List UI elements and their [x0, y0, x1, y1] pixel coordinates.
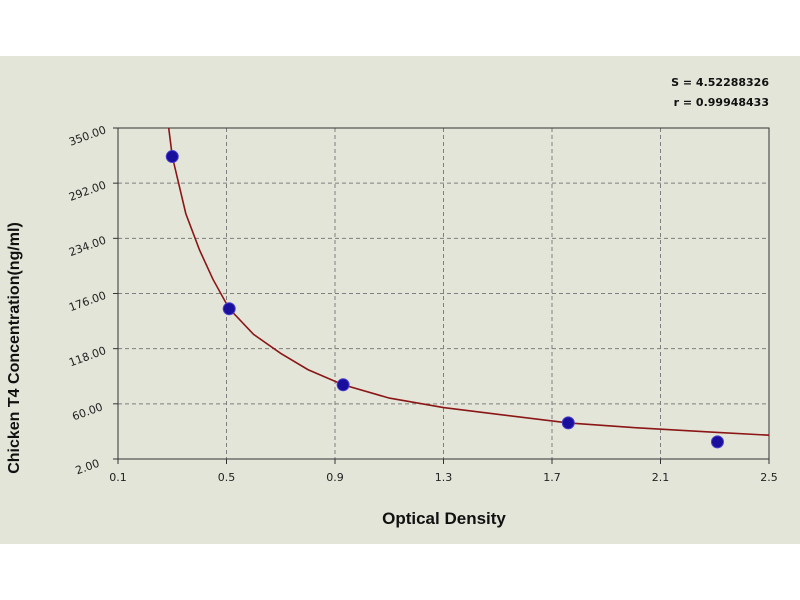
x-tick-label: 1.3	[435, 471, 453, 484]
y-tick-label: 292.00	[67, 178, 108, 203]
data-point	[165, 150, 179, 164]
x-tick-label: 1.7	[543, 471, 561, 484]
x-axis-ticks: 0.1 0.5 0.9 1.3 1.7 2.1 2.5	[109, 459, 778, 484]
y-tick-label: 350.00	[67, 123, 108, 148]
y-tick-label: 234.00	[67, 234, 108, 259]
y-axis-title: Chicken T4 Concentration(ng/ml)	[6, 222, 23, 474]
y-tick-label: 60.00	[70, 400, 104, 423]
data-point	[336, 378, 350, 392]
y-tick-label: 176.00	[67, 289, 108, 314]
s-value: S = 4.52288326	[671, 76, 769, 89]
data-point	[222, 302, 236, 316]
x-tick-label: 0.5	[218, 471, 236, 484]
x-tick-label: 2.1	[652, 471, 670, 484]
x-tick-label: 2.5	[760, 471, 778, 484]
x-tick-label: 0.9	[326, 471, 344, 484]
x-tick-label: 0.1	[109, 471, 127, 484]
grid	[118, 128, 769, 459]
data-points	[165, 150, 724, 449]
data-point	[561, 416, 575, 430]
y-tick-label: 118.00	[67, 344, 108, 369]
fit-curve	[167, 128, 769, 436]
chart: 0.1 0.5 0.9 1.3 1.7 2.1 2.5 2.00 60.00 118.00 176…	[6, 76, 778, 528]
x-axis-title: Optical Density	[382, 509, 506, 528]
y-tick-label: 2.00	[74, 457, 101, 478]
y-axis-ticks: 2.00 60.00 118.00 176.00 234.00 292.00 350.00	[67, 123, 118, 477]
r-value: r = 0.99948433	[674, 96, 769, 109]
chart-panel: 0.1 0.5 0.9 1.3 1.7 2.1 2.5 2.00 60.00 118.00 176…	[0, 56, 800, 544]
data-point	[710, 435, 724, 449]
